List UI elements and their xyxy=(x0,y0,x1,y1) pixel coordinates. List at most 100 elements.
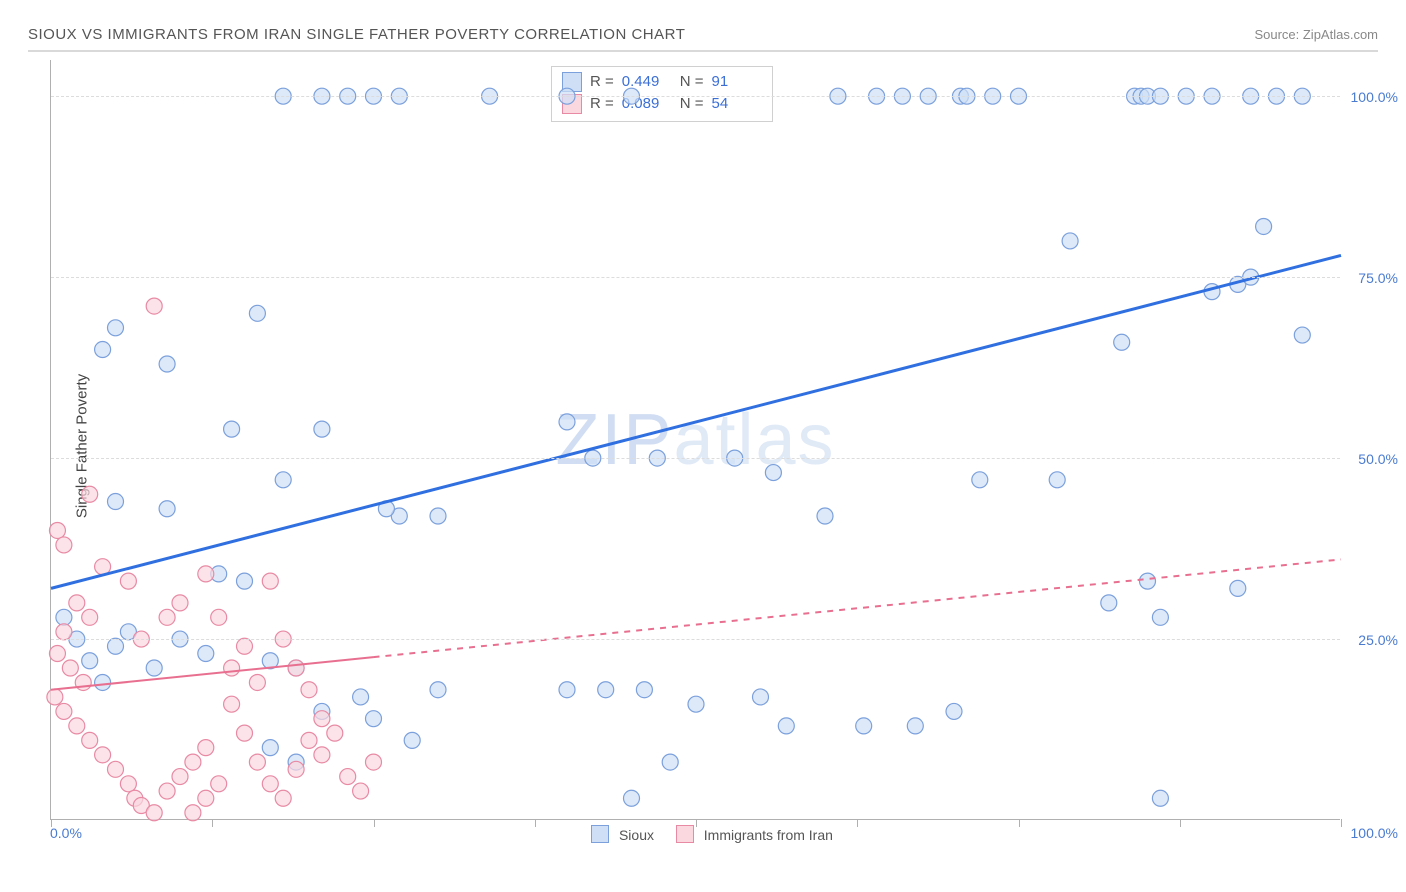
data-point xyxy=(56,703,72,719)
scatter-plot: ZIPatlas R = 0.449 N = 91 R = 0.089 N = … xyxy=(50,60,1340,820)
legend-swatch-icon xyxy=(676,825,694,843)
data-point xyxy=(404,732,420,748)
data-point xyxy=(108,638,124,654)
data-point xyxy=(82,653,98,669)
legend-swatch-icon xyxy=(591,825,609,843)
data-point xyxy=(688,696,704,712)
data-point xyxy=(262,573,278,589)
plot-svg xyxy=(51,60,1341,820)
data-point xyxy=(430,682,446,698)
data-point xyxy=(598,682,614,698)
bottom-legend: Sioux Immigrants from Iran xyxy=(0,825,1406,843)
data-point xyxy=(108,320,124,336)
data-point xyxy=(366,754,382,770)
data-point xyxy=(224,660,240,676)
data-point xyxy=(559,682,575,698)
data-point xyxy=(946,703,962,719)
data-point xyxy=(1140,573,1156,589)
data-point xyxy=(430,508,446,524)
data-point xyxy=(198,740,214,756)
data-point xyxy=(262,776,278,792)
gridline: 100.0% xyxy=(51,96,1340,97)
y-tick-label: 50.0% xyxy=(1358,451,1398,467)
data-point xyxy=(249,674,265,690)
data-point xyxy=(49,522,65,538)
data-point xyxy=(75,674,91,690)
data-point xyxy=(49,646,65,662)
data-point xyxy=(624,790,640,806)
data-point xyxy=(237,573,253,589)
data-point xyxy=(69,595,85,611)
y-tick-label: 25.0% xyxy=(1358,632,1398,648)
data-point xyxy=(301,682,317,698)
data-point xyxy=(262,740,278,756)
data-point xyxy=(146,805,162,821)
data-point xyxy=(56,537,72,553)
data-point xyxy=(56,624,72,640)
data-point xyxy=(198,566,214,582)
data-point xyxy=(185,754,201,770)
data-point xyxy=(237,638,253,654)
data-point xyxy=(237,725,253,741)
data-point xyxy=(82,732,98,748)
data-point xyxy=(353,689,369,705)
data-point xyxy=(275,790,291,806)
data-point xyxy=(95,342,111,358)
data-point xyxy=(1101,595,1117,611)
data-point xyxy=(275,472,291,488)
trend-line xyxy=(51,657,374,690)
data-point xyxy=(159,356,175,372)
y-tick-label: 75.0% xyxy=(1358,270,1398,286)
data-point xyxy=(185,805,201,821)
data-point xyxy=(288,761,304,777)
data-point xyxy=(662,754,678,770)
data-point xyxy=(198,646,214,662)
data-point xyxy=(249,754,265,770)
data-point xyxy=(159,501,175,517)
data-point xyxy=(172,769,188,785)
data-point xyxy=(353,783,369,799)
data-point xyxy=(314,711,330,727)
data-point xyxy=(224,421,240,437)
bottom-legend-label-0: Sioux xyxy=(619,827,654,843)
data-point xyxy=(559,414,575,430)
gridline: 75.0% xyxy=(51,277,1340,278)
data-point xyxy=(753,689,769,705)
data-point xyxy=(314,747,330,763)
data-point xyxy=(366,711,382,727)
bottom-legend-label-1: Immigrants from Iran xyxy=(704,827,833,843)
y-tick-label: 100.0% xyxy=(1351,89,1398,105)
data-point xyxy=(82,486,98,502)
data-point xyxy=(1152,609,1168,625)
data-point xyxy=(1062,233,1078,249)
data-point xyxy=(301,732,317,748)
data-point xyxy=(82,609,98,625)
data-point xyxy=(817,508,833,524)
data-point xyxy=(224,696,240,712)
trend-line xyxy=(51,255,1341,588)
gridline: 50.0% xyxy=(51,458,1340,459)
data-point xyxy=(95,674,111,690)
data-point xyxy=(1114,334,1130,350)
data-point xyxy=(1152,790,1168,806)
data-point xyxy=(120,776,136,792)
gridline: 25.0% xyxy=(51,639,1340,640)
data-point xyxy=(108,761,124,777)
data-point xyxy=(146,660,162,676)
data-point xyxy=(1294,327,1310,343)
data-point xyxy=(314,421,330,437)
data-point xyxy=(146,298,162,314)
chart-source: Source: ZipAtlas.com xyxy=(1254,27,1378,42)
data-point xyxy=(198,790,214,806)
data-point xyxy=(211,776,227,792)
data-point xyxy=(327,725,343,741)
data-point xyxy=(69,718,85,734)
data-point xyxy=(120,573,136,589)
chart-header: SIOUX VS IMMIGRANTS FROM IRAN SINGLE FAT… xyxy=(28,18,1378,52)
data-point xyxy=(95,747,111,763)
data-point xyxy=(972,472,988,488)
data-point xyxy=(1256,218,1272,234)
data-point xyxy=(56,609,72,625)
data-point xyxy=(907,718,923,734)
trend-line-dashed xyxy=(374,559,1342,657)
